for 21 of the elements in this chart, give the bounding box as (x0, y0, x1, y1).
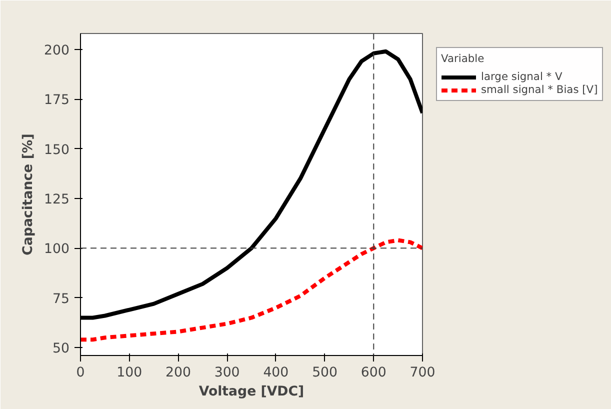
x-tick-label: 400 (263, 366, 289, 380)
y-tick-label: 75 (52, 292, 70, 307)
y-tick-label: 175 (44, 93, 70, 108)
y-tick-label: 100 (44, 242, 70, 258)
x-tick-label: 0 (76, 366, 85, 380)
y-tick-label: 125 (44, 192, 70, 208)
x-axis-title: Voltage [VDC] (198, 384, 304, 400)
x-tick-label: 700 (410, 366, 436, 380)
y-tick-label: 200 (44, 43, 70, 58)
y-tick-label: 150 (44, 142, 70, 158)
legend-label: large signal * V (481, 70, 562, 83)
x-tick-label: 100 (116, 366, 142, 380)
y-tick-label: 50 (52, 342, 70, 357)
x-tick-label: 300 (214, 366, 240, 380)
legend-title: Variable (441, 52, 486, 65)
x-tick-label: 500 (312, 366, 338, 380)
legend-label: small signal * Bias [V] (481, 83, 598, 96)
line-series (80, 238, 422, 342)
x-tick-label: 600 (360, 366, 386, 380)
x-tick-label: 200 (165, 366, 191, 380)
y-axis-title: Capacitance [%] (21, 134, 36, 256)
